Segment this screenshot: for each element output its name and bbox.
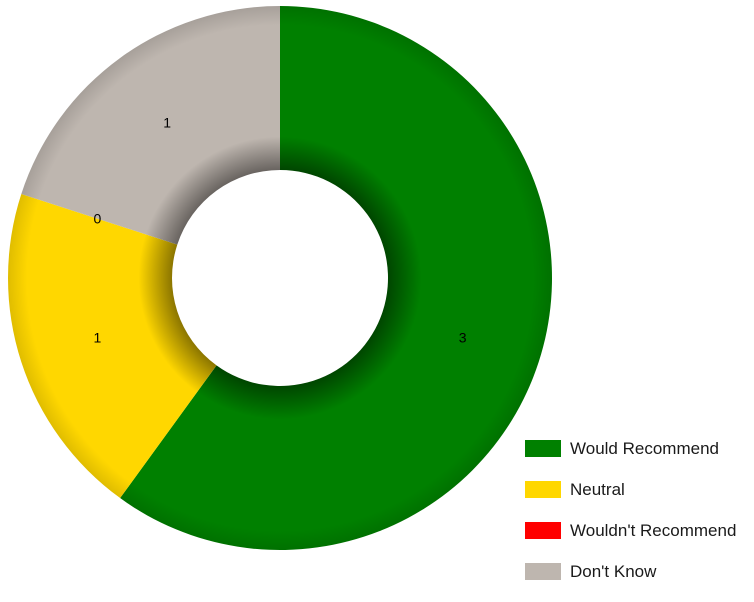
legend-label: Wouldn't Recommend xyxy=(570,520,737,540)
data-label-neutral: 1 xyxy=(93,329,101,345)
legend-swatch xyxy=(525,522,561,539)
legend-label: Don't Know xyxy=(570,561,657,581)
slice-neutral[interactable] xyxy=(7,193,217,499)
data-label-wouldn-t-recommend: 0 xyxy=(93,211,101,227)
legend-item-neutral[interactable]: Neutral xyxy=(525,479,736,500)
legend: Would Recommend Neutral Wouldn't Recomme… xyxy=(525,438,736,602)
legend-swatch xyxy=(525,563,561,580)
data-label-group: 3 1 0 1 xyxy=(93,115,466,346)
legend-item-wouldnt-recommend[interactable]: Wouldn't Recommend xyxy=(525,520,736,541)
slice-would-recommend[interactable] xyxy=(120,6,553,551)
legend-swatch xyxy=(525,481,561,498)
legend-label: Neutral xyxy=(570,479,625,499)
legend-label: Would Recommend xyxy=(570,438,719,458)
data-label-don-t-know: 1 xyxy=(163,115,171,131)
legend-swatch xyxy=(525,440,561,457)
data-label-would-recommend: 3 xyxy=(459,329,467,345)
legend-item-dont-know[interactable]: Don't Know xyxy=(525,561,736,582)
slice-don-t-know[interactable] xyxy=(21,6,281,245)
slice-group xyxy=(7,6,553,551)
legend-item-would-recommend[interactable]: Would Recommend xyxy=(525,438,736,459)
chart-canvas: 3 1 0 1 xyxy=(7,6,553,551)
